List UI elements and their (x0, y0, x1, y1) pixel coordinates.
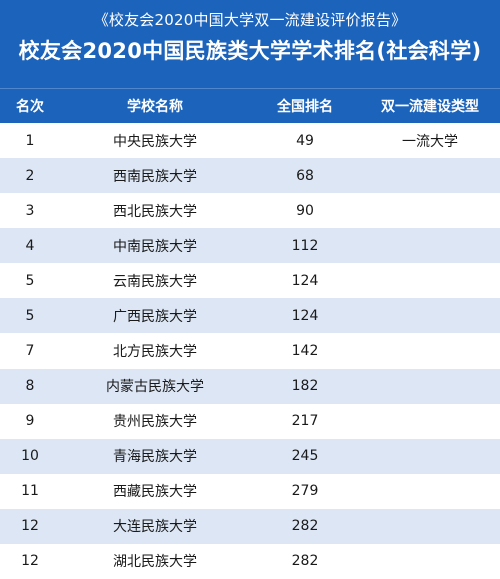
column-header-school: 学校名称 (127, 99, 183, 115)
cell-national-rank: 217 (291, 413, 319, 430)
report-title: 校友会2020中国民族类大学学术排名(社会科学) (18, 39, 482, 63)
cell-rank: 10 (21, 448, 39, 465)
table-row: 12 湖北民族大学 282 (0, 543, 500, 579)
cell-rank: 5 (25, 307, 35, 324)
cell-rank: 1 (25, 132, 35, 149)
cell-rank: 12 (21, 518, 39, 535)
table-body: 1 中央民族大学 49 一流大学 2 西南民族大学 68 3 西北民族大学 90 4 中南民族大学 11… (0, 123, 500, 579)
cell-school: 青海民族大学 (113, 449, 197, 466)
table-row: 12 大连民族大学 282 (0, 508, 500, 544)
table-row: 1 中央民族大学 49 一流大学 (0, 123, 500, 159)
table-row: 5 广西民族大学 124 (0, 298, 500, 334)
cell-national-rank: 282 (291, 518, 319, 535)
cell-rank: 4 (25, 237, 35, 254)
cell-rank: 9 (25, 413, 35, 430)
table-row: 11 西藏民族大学 279 (0, 473, 500, 509)
cell-school: 西北民族大学 (113, 203, 197, 220)
table-row: 3 西北民族大学 90 (0, 193, 500, 229)
cell-school: 贵州民族大学 (113, 414, 197, 431)
report-header: 《校友会2020中国大学双一流建设评价报告》 校友会2020中国民族类大学学术排… (0, 0, 500, 88)
cell-rank: 5 (25, 272, 35, 289)
cell-national-rank: 124 (291, 272, 319, 289)
cell-national-rank: 49 (296, 132, 314, 149)
cell-school: 西南民族大学 (113, 168, 197, 185)
cell-school: 大连民族大学 (113, 519, 197, 536)
table-row: 10 青海民族大学 245 (0, 438, 500, 474)
cell-school: 西藏民族大学 (113, 484, 197, 501)
cell-national-rank: 279 (291, 483, 319, 500)
cell-national-rank: 282 (291, 553, 319, 570)
cell-school: 广西民族大学 (113, 308, 197, 325)
cell-school: 云南民族大学 (113, 273, 197, 290)
cell-national-rank: 112 (291, 237, 319, 254)
column-header-double-first-class: 双一流建设类型 (381, 99, 479, 115)
table-row: 5 云南民族大学 124 (0, 263, 500, 299)
table-row: 9 贵州民族大学 217 (0, 403, 500, 439)
cell-rank: 12 (21, 553, 39, 570)
cell-national-rank: 182 (291, 378, 319, 395)
cell-national-rank: 124 (291, 307, 319, 324)
report-subtitle: 《校友会2020中国大学双一流建设评价报告》 (93, 11, 407, 29)
cell-school: 中南民族大学 (113, 238, 197, 255)
cell-school: 内蒙古民族大学 (106, 379, 204, 396)
cell-rank: 7 (25, 343, 35, 359)
cell-school: 湖北民族大学 (113, 554, 197, 571)
table-header: 名次 学校名称 全国排名 双一流建设类型 (0, 88, 500, 123)
cell-rank: 8 (25, 378, 35, 395)
column-header-rank: 名次 (16, 99, 44, 115)
cell-national-rank: 245 (291, 448, 319, 465)
cell-rank: 3 (25, 202, 35, 219)
cell-rank: 2 (25, 167, 35, 184)
cell-school: 北方民族大学 (113, 344, 197, 360)
cell-school: 中央民族大学 (113, 133, 197, 150)
cell-national-rank: 90 (296, 202, 314, 219)
table-row: 7 北方民族大学 142 (0, 333, 500, 369)
cell-national-rank: 142 (291, 343, 319, 359)
column-header-national-rank: 全国排名 (277, 99, 333, 115)
table-row: 4 中南民族大学 112 (0, 228, 500, 264)
cell-rank: 11 (21, 483, 39, 500)
table-row: 8 内蒙古民族大学 182 (0, 368, 500, 404)
table-row: 2 西南民族大学 68 (0, 158, 500, 194)
cell-type: 一流大学 (402, 133, 458, 150)
cell-national-rank: 68 (296, 167, 314, 184)
